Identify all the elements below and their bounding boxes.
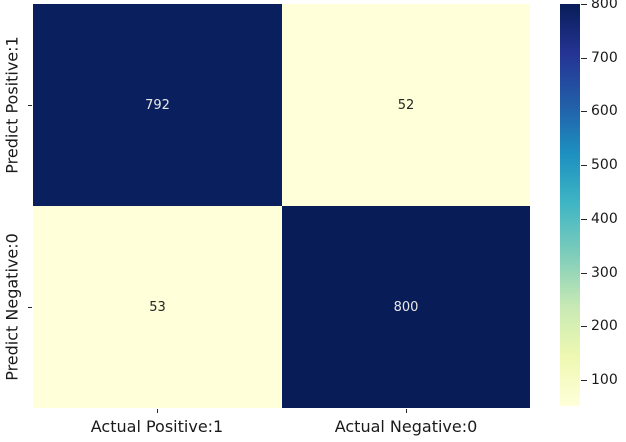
colorbar-tick-label-700: 700 — [591, 49, 618, 66]
cell-annotation: 792 — [145, 97, 170, 113]
heatmap-cell-r0c1: 52 — [282, 4, 530, 206]
heatmap-cell-r0c0: 792 — [33, 4, 282, 206]
y-axis-tick-row0 — [28, 105, 32, 106]
colorbar-tick-label-500: 500 — [591, 157, 618, 174]
y-tick-label-predict-positive: Predict Positive:1 — [2, 36, 22, 174]
heatmap-cell-r1c0: 53 — [33, 206, 282, 408]
x-tick-label-actual-negative: Actual Negative:0 — [334, 417, 478, 436]
x-axis-tick-col0 — [157, 409, 158, 413]
heatmap-cell-r1c1: 800 — [282, 206, 530, 408]
colorbar-tick-label-300: 300 — [591, 264, 618, 281]
colorbar-tick-400 — [581, 218, 587, 220]
colorbar-tick-100 — [581, 380, 587, 382]
x-axis-tick-col1 — [406, 409, 407, 413]
colorbar-tick-600 — [581, 111, 587, 113]
colorbar-tick-label-800: 800 — [591, 0, 618, 12]
heatmap-grid: 792 52 53 800 — [33, 4, 530, 408]
x-tick-label-actual-positive: Actual Positive:1 — [90, 417, 224, 436]
colorbar-tick-800 — [581, 4, 587, 5]
y-tick-label-predict-negative: Predict Negative:0 — [2, 233, 22, 381]
y-axis-tick-row1 — [28, 307, 32, 308]
colorbar-tick-700 — [581, 57, 587, 59]
cell-annotation: 53 — [149, 299, 166, 315]
colorbar-tick-300 — [581, 272, 587, 274]
colorbar — [560, 4, 580, 406]
colorbar-tick-label-100: 100 — [591, 372, 618, 389]
colorbar-tick-200 — [581, 326, 587, 328]
colorbar-tick-label-400: 400 — [591, 210, 618, 227]
cell-annotation: 800 — [393, 299, 419, 315]
colorbar-tick-500 — [581, 165, 587, 167]
colorbar-tick-label-600: 600 — [591, 103, 618, 120]
colorbar-tick-label-200: 200 — [591, 318, 618, 335]
cell-annotation: 52 — [397, 97, 415, 113]
